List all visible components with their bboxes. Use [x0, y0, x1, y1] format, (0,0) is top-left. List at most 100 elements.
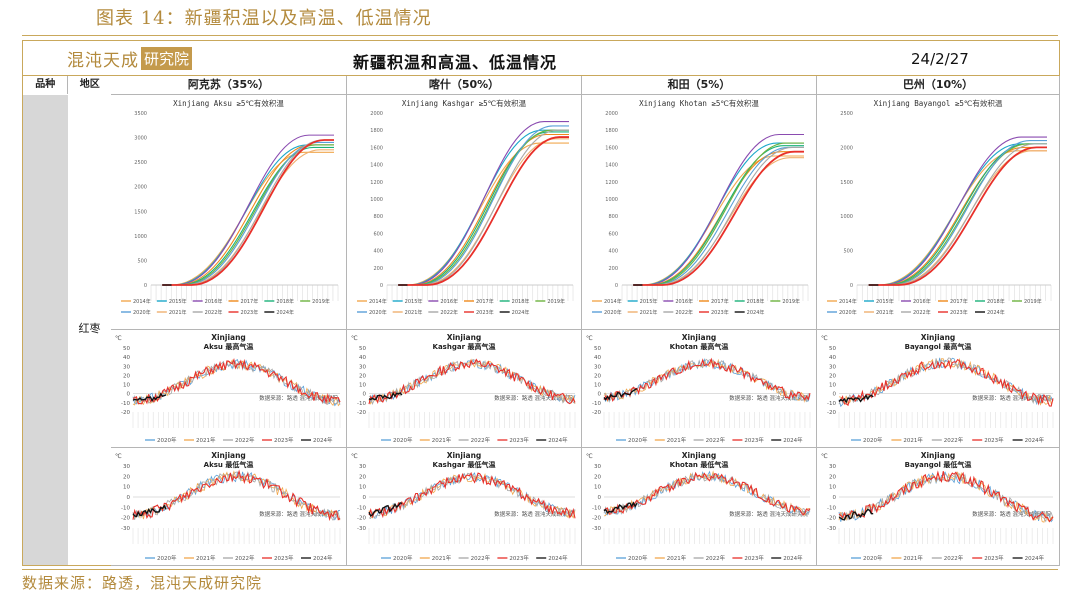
y-tick-label: -10 — [827, 505, 836, 511]
series-line — [838, 394, 874, 404]
y-tick-label: 50 — [359, 346, 366, 352]
legend-label: 2016年 — [675, 298, 693, 305]
legend-label: 2018年 — [747, 298, 765, 305]
legend-label: 2022年 — [471, 436, 491, 444]
series-line — [162, 151, 334, 286]
y-tick-label: 20 — [359, 474, 366, 480]
series-line — [868, 143, 1047, 286]
y-tick-label: 1000 — [605, 197, 618, 203]
y-tick-label: 20 — [594, 373, 601, 379]
legend-label: 2024年 — [548, 554, 568, 562]
y-tick-label: 500 — [843, 249, 853, 255]
watermark-text: 数据来源：路透 混沌天成研究院 — [494, 394, 573, 402]
y-tick-label: 0 — [598, 392, 602, 398]
bottom-rule — [22, 569, 1058, 570]
series-line — [398, 125, 569, 286]
watermark-text: 数据来源：路透 混沌天成研究院 — [259, 510, 338, 518]
y-tick-label: 200 — [608, 266, 618, 272]
series-line — [633, 133, 804, 286]
legend-label: 2014年 — [369, 298, 387, 305]
y-tick-label: 1800 — [370, 128, 383, 134]
legend-label: 2020年 — [604, 309, 622, 316]
y-tick-label: -10 — [121, 401, 130, 407]
y-tick-label: 1600 — [370, 145, 383, 151]
watermark-text: 数据来源：路透 混沌天成研究院 — [259, 394, 338, 402]
y-tick-label: -20 — [827, 410, 836, 416]
gdd-chart-title: Xinjiang Kashgar ≥5℃有效积温 — [402, 98, 527, 108]
legend-label: 2023年 — [476, 309, 494, 316]
series-line — [603, 501, 638, 514]
y-tick-label: -30 — [121, 526, 130, 532]
watermark-text: 数据来源：路透 混沌天成研究院 — [729, 394, 808, 402]
y-tick-label: 400 — [373, 249, 383, 255]
legend-label: 2016年 — [913, 298, 931, 305]
y-tick-label: 40 — [829, 355, 836, 361]
legend-label: 2021年 — [667, 436, 687, 444]
y-tick-label: 40 — [123, 355, 130, 361]
legend-label: 2020年 — [157, 436, 177, 444]
gdd-chart-khotan: Xinjiang Khotan ≥5℃有效积温 0 200 400 600 800 1000… — [592, 98, 809, 316]
series-line — [398, 133, 569, 286]
y-tick-label: 2500 — [840, 111, 853, 117]
legend-label: 2020年 — [393, 436, 413, 444]
legend-label: 2015年 — [640, 298, 658, 305]
source-note: 数据来源：路透，混沌天成研究院 — [22, 574, 263, 592]
legend-label: 2021年 — [196, 554, 216, 562]
gdd-chart-title: Xinjiang Khotan ≥5℃有效积温 — [639, 98, 759, 108]
y-tick-label: -20 — [592, 410, 601, 416]
y-tick-label: -10 — [592, 505, 601, 511]
y-tick-label: 10 — [359, 383, 366, 389]
y-tick-label: 50 — [123, 346, 130, 352]
legend-label: 2020年 — [393, 554, 413, 562]
series-line — [132, 469, 341, 522]
y-tick-label: 0 — [144, 283, 147, 289]
series-line — [633, 157, 804, 286]
unit-label: ℃ — [351, 453, 358, 460]
legend-label: 2024年 — [313, 554, 333, 562]
y-tick-label: 1400 — [370, 163, 383, 169]
y-tick-label: 2000 — [605, 111, 618, 117]
y-tick-label: 30 — [359, 464, 366, 470]
series-line — [868, 143, 1047, 286]
y-tick-label: 10 — [359, 485, 366, 491]
series-line — [368, 391, 403, 401]
unit-label: ℃ — [351, 335, 358, 342]
y-tick-label: 20 — [123, 373, 130, 379]
temp-chart-subtitle: Bayangol 最高气温 — [905, 342, 972, 351]
tmin-cell-kashgar: Xinjiang Kashgar 最低气温 ℃ -30 -20 -10 0 10 20 30 数据来… — [347, 448, 582, 566]
y-tick-label: 0 — [380, 283, 383, 289]
unit-label: ℃ — [821, 335, 828, 342]
series-line — [132, 504, 167, 518]
legend-label: 2014年 — [133, 298, 151, 305]
series-line — [603, 388, 638, 401]
y-tick-label: 0 — [615, 283, 618, 289]
series-line — [368, 502, 403, 517]
series-line — [132, 358, 341, 407]
legend-label: 2021年 — [169, 309, 187, 316]
y-tick-label: -10 — [592, 401, 601, 407]
y-tick-label: 1000 — [840, 214, 853, 220]
series-line — [398, 129, 569, 286]
series-line — [162, 141, 334, 286]
legend-label: 2017年 — [476, 298, 494, 305]
y-tick-label: 2500 — [134, 160, 147, 166]
legend-label: 2021年 — [196, 436, 216, 444]
legend-label: 2019年 — [1024, 298, 1042, 305]
legend-label: 2020年 — [863, 436, 883, 444]
temp-chart-subtitle: Kashgar 最高气温 — [433, 342, 496, 351]
logo-text-2: 研究院 — [141, 46, 193, 70]
y-tick-label: 2000 — [134, 185, 147, 191]
series-line — [868, 139, 1047, 286]
legend-label: 2024年 — [747, 309, 765, 316]
series-line — [398, 131, 569, 286]
logo-text-1: 混沌天成 — [67, 50, 139, 71]
legend-label: 2015年 — [876, 298, 894, 305]
tmax-cell-aksu: Xinjiang Aksu 最高气温 ℃ -20 -10 0 10 20 30 40 50 数据来源：… — [111, 330, 347, 448]
legend-label: 2021年 — [640, 309, 658, 316]
y-tick-label: 50 — [829, 346, 836, 352]
temp-chart-title: Xinjiang — [682, 333, 717, 342]
legend-label: 2024年 — [276, 309, 294, 316]
region-header-aksu: 阿克苏（35%） — [111, 76, 347, 95]
legend-label: 2024年 — [512, 309, 530, 316]
